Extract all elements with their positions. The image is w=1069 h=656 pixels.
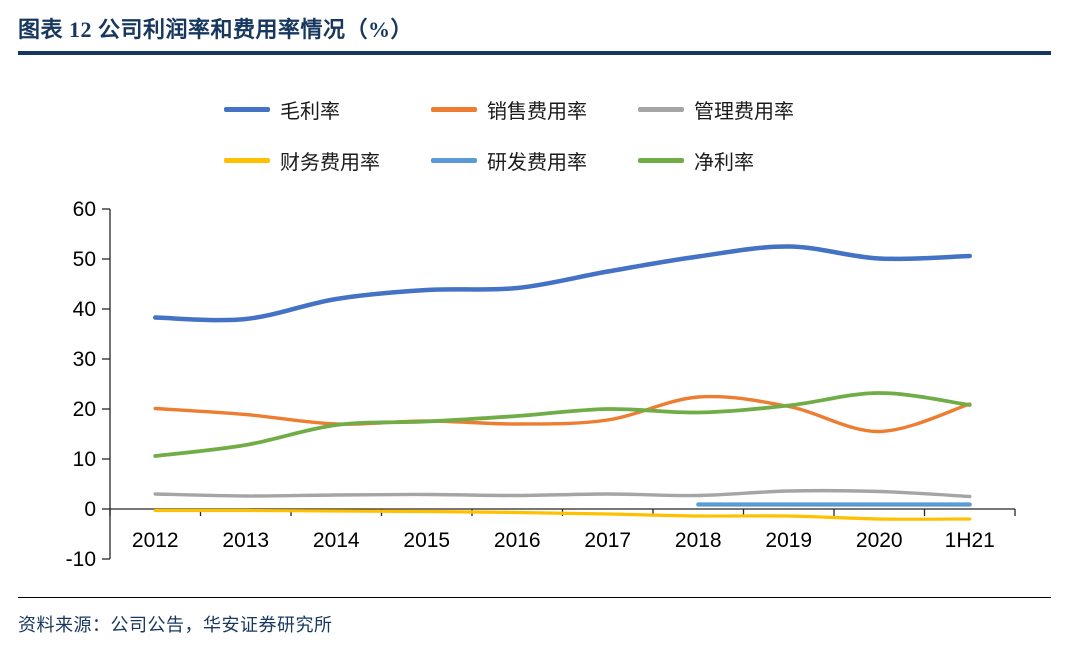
legend-row: 财务费用率 研发费用率 净利率 (224, 146, 845, 175)
y-axis-tick-label: 60 (73, 198, 96, 221)
x-axis-tick-label: 2015 (403, 529, 450, 552)
legend-item: 研发费用率 (431, 146, 638, 175)
series-line (153, 488, 972, 499)
legend-line-marker (638, 107, 684, 112)
series-line (153, 244, 972, 323)
legend-label: 销售费用率 (487, 101, 587, 123)
legend-label: 管理费用率 (694, 101, 794, 123)
legend-line-marker (431, 107, 477, 112)
y-axis-tick-label: 0 (84, 498, 96, 521)
x-axis-tick-label: 2020 (856, 529, 903, 552)
legend-item: 财务费用率 (224, 146, 431, 175)
x-axis-tick-label: 2019 (765, 529, 812, 552)
legend-item: 管理费用率 (638, 95, 845, 124)
legend-label: 净利率 (694, 152, 754, 174)
legend-row: 毛利率 销售费用率 管理费用率 (224, 95, 845, 124)
series-line (153, 394, 972, 434)
figure-title: 图表 12 公司利润率和费用率情况（%） (18, 17, 414, 42)
legend-label: 研发费用率 (487, 152, 587, 174)
legend-item: 净利率 (638, 146, 845, 175)
chart-legend: 毛利率 销售费用率 管理费用率财务费用率 研发费用率 净利率 (18, 95, 1051, 175)
x-axis-tick-label: 2012 (132, 529, 179, 552)
footer-divider (18, 597, 1051, 598)
x-axis-tick-label: 1H21 (945, 529, 995, 552)
series-line (153, 508, 972, 521)
legend-label: 财务费用率 (280, 152, 380, 174)
line-chart: 60 50 40 30 20 10 0 -10 2012 2013 2014 2015 2016 2017… (66, 198, 1016, 571)
source-note: 资料来源：公司公告，华安证券研究所 (18, 615, 333, 635)
x-axis-tick-label: 2018 (675, 529, 722, 552)
legend-item: 销售费用率 (431, 95, 638, 124)
y-axis-tick-label: -10 (66, 548, 96, 571)
y-axis-tick-label: 30 (73, 348, 96, 371)
x-axis-tick-label: 2013 (222, 529, 269, 552)
title-divider (18, 51, 1051, 55)
series-line (153, 391, 972, 458)
x-axis-tick-label: 2014 (313, 529, 360, 552)
y-axis-tick-label: 10 (73, 448, 96, 471)
legend-line-marker (638, 158, 684, 163)
legend-item: 毛利率 (224, 95, 431, 124)
x-axis-tick-label: 2016 (494, 529, 541, 552)
legend-line-marker (224, 107, 270, 112)
y-axis-tick-label: 20 (73, 398, 96, 421)
x-axis-tick-label: 2017 (584, 529, 631, 552)
y-axis-tick-label: 50 (73, 248, 96, 271)
y-axis-tick-label: 40 (73, 298, 96, 321)
legend-line-marker (431, 158, 477, 163)
legend-label: 毛利率 (280, 101, 340, 123)
legend-line-marker (224, 158, 270, 163)
